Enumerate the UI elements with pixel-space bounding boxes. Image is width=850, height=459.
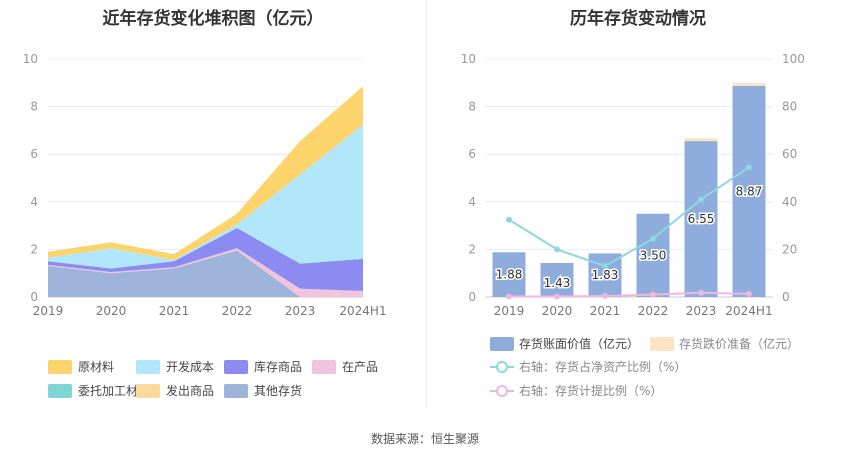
left-legend-swatch bbox=[136, 360, 160, 374]
provision-bar bbox=[732, 83, 766, 86]
right-y-tick: 8 bbox=[468, 100, 476, 114]
area-series-开发成本 bbox=[48, 124, 363, 269]
left-legend-label: 库存商品 bbox=[254, 359, 302, 374]
line-point bbox=[602, 263, 608, 270]
area-series-库存商品 bbox=[48, 227, 363, 292]
bar-data-label: 3.50 bbox=[640, 248, 667, 262]
right-x-tick: 2024H1 bbox=[725, 304, 772, 318]
right-x-tick: 2022 bbox=[638, 304, 669, 318]
right-legend-label: 右轴：存货占净资产比例（%） bbox=[519, 359, 686, 374]
line-point bbox=[746, 164, 752, 171]
bar-data-label: 1.43 bbox=[544, 276, 571, 290]
left-y-tick: 0 bbox=[30, 290, 38, 304]
line-point bbox=[698, 196, 704, 203]
right-y2-tick: 0 bbox=[782, 290, 790, 304]
right-y2-tick: 20 bbox=[782, 242, 797, 256]
line-point bbox=[602, 293, 608, 300]
value-bar bbox=[492, 252, 526, 297]
left-x-tick: 2023 bbox=[285, 304, 316, 318]
left-x-tick: 2021 bbox=[159, 304, 190, 318]
left-chart-title: 近年存货变化堆积图（亿元） bbox=[102, 9, 324, 29]
left-legend-swatch bbox=[224, 384, 248, 398]
line-point bbox=[650, 291, 656, 298]
right-y2-tick: 100 bbox=[782, 52, 805, 66]
line-point bbox=[554, 246, 560, 253]
value-bar bbox=[636, 213, 670, 297]
value-bar bbox=[540, 262, 574, 297]
left-legend-swatch bbox=[224, 360, 248, 374]
right-legend-label: 存货跌价准备（亿元） bbox=[679, 336, 799, 351]
bar-data-label: 8.87 bbox=[736, 184, 763, 198]
line-series bbox=[509, 291, 750, 298]
left-legend-label: 其他存货 bbox=[254, 383, 302, 398]
right-legend-swatch bbox=[490, 337, 514, 351]
line-point bbox=[698, 289, 704, 296]
left-x-tick: 2022 bbox=[222, 304, 253, 318]
left-legend-swatch bbox=[136, 384, 160, 398]
line-series bbox=[508, 166, 750, 268]
left-legend-label: 原材料 bbox=[78, 360, 114, 374]
left-legend-swatch bbox=[48, 360, 72, 374]
bar-data-label: 1.83 bbox=[592, 268, 619, 282]
right-legend-swatch bbox=[650, 337, 674, 351]
left-x-tick: 2019 bbox=[33, 304, 64, 318]
right-legend-marker bbox=[496, 385, 508, 397]
right-x-tick: 2021 bbox=[590, 304, 621, 318]
line-point bbox=[554, 293, 560, 300]
data-source: 数据来源：恒生聚源 bbox=[370, 432, 479, 446]
bar-data-label: 6.55 bbox=[688, 212, 715, 226]
left-x-tick: 2024H1 bbox=[339, 304, 386, 318]
panel-divider bbox=[426, 0, 427, 408]
right-y2-tick: 60 bbox=[782, 147, 797, 161]
right-x-tick: 2023 bbox=[686, 304, 717, 318]
right-x-tick: 2020 bbox=[542, 304, 573, 318]
value-bar bbox=[732, 85, 766, 297]
left-y-tick: 6 bbox=[30, 147, 38, 161]
provision-bar bbox=[684, 138, 718, 142]
left-y-tick: 10 bbox=[23, 52, 38, 66]
right-y-tick: 0 bbox=[468, 290, 476, 304]
right-legend-label: 右轴：存货计提比例（%） bbox=[519, 383, 662, 398]
left-legend-label: 在产品 bbox=[342, 360, 378, 374]
left-legend-label: 开发成本 bbox=[166, 359, 214, 374]
left-legend-swatch bbox=[48, 384, 72, 398]
value-bar bbox=[684, 141, 718, 297]
left-legend-label: 发出商品 bbox=[166, 383, 214, 398]
left-y-tick: 8 bbox=[30, 100, 38, 114]
right-y-tick: 6 bbox=[468, 147, 476, 161]
area-series-其他存货 bbox=[48, 250, 363, 297]
right-y2-tick: 40 bbox=[782, 195, 797, 209]
right-chart-title: 历年存货变动情况 bbox=[570, 9, 706, 29]
right-y2-tick: 80 bbox=[782, 100, 797, 114]
line-point bbox=[746, 290, 752, 297]
line-point bbox=[650, 235, 656, 242]
left-x-tick: 2020 bbox=[96, 304, 127, 318]
left-legend-swatch bbox=[312, 360, 336, 374]
right-y-tick: 2 bbox=[468, 242, 476, 256]
left-legend-label: 委托加工材料 bbox=[78, 384, 150, 398]
right-y-tick: 4 bbox=[468, 195, 476, 209]
left-y-tick: 4 bbox=[30, 195, 38, 209]
area-series-在产品 bbox=[48, 248, 363, 297]
right-legend-marker bbox=[496, 361, 508, 373]
line-point bbox=[506, 293, 512, 300]
area-series-原材料 bbox=[48, 86, 363, 261]
right-legend-label: 存货账面价值（亿元） bbox=[519, 336, 639, 351]
right-x-tick: 2019 bbox=[494, 304, 525, 318]
right-y-tick: 10 bbox=[461, 52, 476, 66]
line-point bbox=[506, 216, 512, 223]
left-y-tick: 2 bbox=[30, 242, 38, 256]
bar-data-label: 1.88 bbox=[496, 268, 523, 282]
